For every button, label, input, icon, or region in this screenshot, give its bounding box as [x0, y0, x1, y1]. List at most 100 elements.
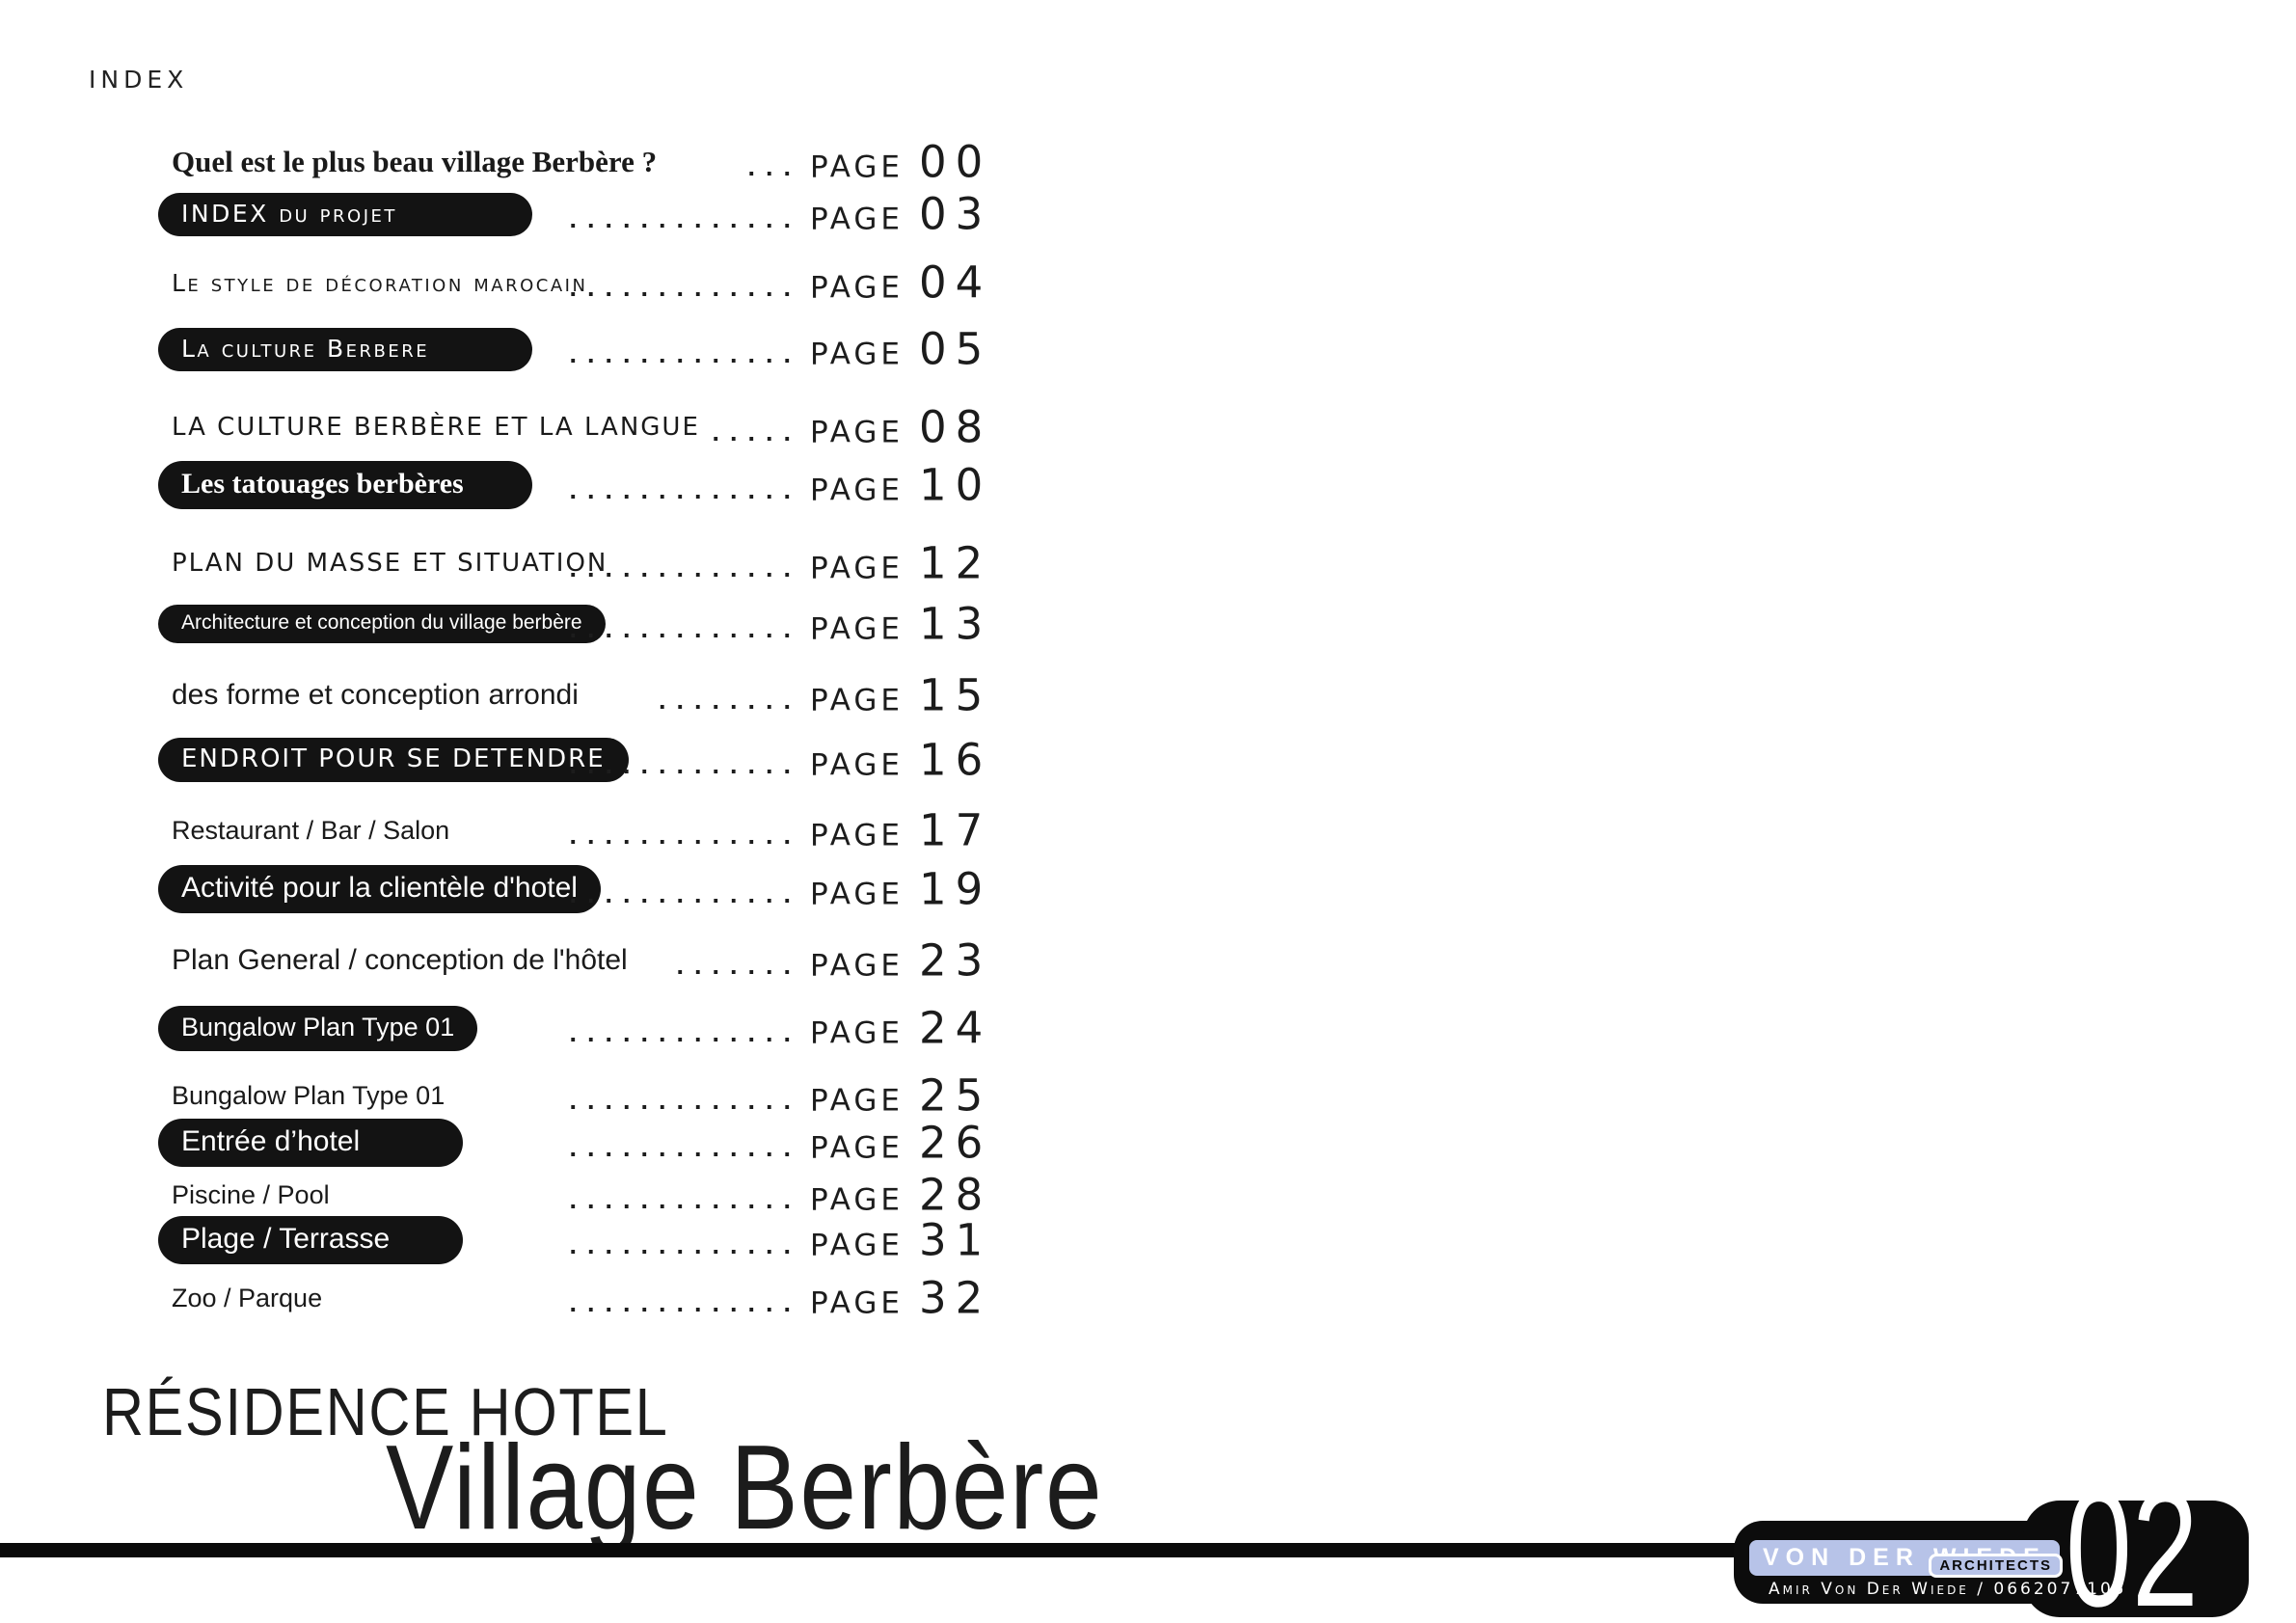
page-number: 31	[918, 1214, 992, 1266]
page-reference: PAGE 08	[810, 402, 991, 453]
toc-item-label: Piscine / Pool	[172, 1179, 330, 1209]
page-word: PAGE	[810, 337, 904, 372]
dots-leader: .............	[569, 1288, 801, 1317]
page-word: PAGE	[810, 415, 904, 450]
page-number: 05	[918, 323, 992, 375]
dots-leader: ...	[747, 152, 801, 181]
toc-row: Bungalow Plan Type 01............. PAGE 25	[0, 1069, 1041, 1122]
page-word: PAGE	[810, 818, 904, 853]
contact-line: Amir Von Der Wiede / 0662077105	[1769, 1580, 2127, 1599]
toc-item-label: Le style de décoration marocain	[172, 268, 588, 297]
toc-item-label: INDEX du projet	[158, 192, 532, 236]
page-reference: PAGE 26	[810, 1118, 991, 1169]
toc-item-label: Quel est le plus beau village Berbère ?	[172, 145, 658, 178]
page-number: 24	[918, 1002, 992, 1054]
dots-leader: .............	[569, 1185, 801, 1214]
page-reference: PAGE 00	[810, 137, 991, 188]
page-word: PAGE	[810, 551, 904, 586]
dots-leader: .............	[569, 273, 801, 302]
toc-item-label: Zoo / Parque	[172, 1283, 323, 1312]
page-reference: PAGE 28	[810, 1170, 991, 1221]
page-reference: PAGE 04	[810, 257, 991, 309]
toc-row: Plage / Terrasse............. PAGE 31	[0, 1215, 1041, 1266]
page-number: 12	[918, 537, 992, 589]
page-header-label: INDEX	[89, 66, 189, 94]
dots-leader: .............	[569, 614, 801, 643]
page-word: PAGE	[810, 683, 904, 718]
toc-item-label: Plage / Terrasse	[158, 1216, 463, 1264]
page-reference: PAGE 19	[810, 864, 991, 915]
page-word: PAGE	[810, 202, 904, 237]
page-number: 10	[918, 459, 992, 511]
toc-row: PLAN DU MASSE ET SITUATION............. P…	[0, 538, 1041, 589]
page-number: 25	[918, 1069, 992, 1122]
toc-row: LA CULTURE BERBÈRE ET LA LANGUE..... PAGE…	[0, 402, 1041, 453]
page-number: 03	[918, 188, 992, 240]
firm-logo-bar: VON DER WIEDE ARCHITECTS	[1749, 1540, 2063, 1578]
page-word: PAGE	[810, 948, 904, 984]
page-number: 26	[918, 1117, 992, 1169]
toc-item-label: Bungalow Plan Type 01	[158, 1005, 478, 1051]
toc-row: Quel est le plus beau village Berbère ?.…	[0, 137, 1041, 188]
toc-item-label: La culture Berbere	[158, 327, 532, 371]
toc-item-label: Entrée d’hotel	[158, 1119, 463, 1167]
toc-row: Plan General / conception de l'hôtel....…	[0, 935, 1041, 987]
page-reference: PAGE 03	[810, 189, 991, 240]
dots-leader: .............	[569, 1018, 801, 1047]
page-number: 28	[918, 1169, 992, 1221]
page-word: PAGE	[810, 1015, 904, 1051]
page-reference: PAGE 32	[810, 1273, 991, 1324]
dots-leader: .............	[569, 879, 801, 908]
toc-item-label: des forme et conception arrondi	[172, 679, 579, 711]
page-number: 08	[918, 401, 992, 453]
page-word: PAGE	[810, 1083, 904, 1119]
page-word: PAGE	[810, 611, 904, 647]
dots-leader: .............	[569, 475, 801, 504]
page-reference: PAGE 10	[810, 460, 991, 511]
sheet-number: 02	[2066, 1456, 2199, 1623]
page-word: PAGE	[810, 149, 904, 185]
toc-row: Architecture et conception du village be…	[0, 599, 1041, 650]
toc-row: Restaurant / Bar / Salon............. PAG…	[0, 804, 1041, 856]
toc-row: Activité pour la clientèle d'hotel......…	[0, 864, 1041, 915]
dots-leader: .............	[569, 1133, 801, 1162]
page-number: 17	[918, 804, 992, 856]
page-reference: PAGE 31	[810, 1215, 991, 1266]
dots-leader: .............	[569, 1086, 801, 1115]
toc-item-label: Les tatouages berbères	[158, 461, 532, 509]
dots-leader: .............	[569, 1231, 801, 1259]
page-word: PAGE	[810, 1130, 904, 1166]
toc-item-label: Restaurant / Bar / Salon	[172, 815, 450, 845]
page-number: 19	[918, 863, 992, 915]
toc-row: Entrée d’hotel............. PAGE 26	[0, 1118, 1041, 1169]
page-reference: PAGE 13	[810, 599, 991, 650]
dots-leader: .............	[569, 339, 801, 368]
page-number: 00	[918, 136, 992, 188]
page-reference: PAGE 24	[810, 1003, 991, 1054]
page-word: PAGE	[810, 877, 904, 912]
architects-tag: ARCHITECTS	[1929, 1554, 2063, 1578]
page-word: PAGE	[810, 1228, 904, 1263]
hotel-type-title: RÉSIDENCE HOTEL	[102, 1374, 669, 1449]
toc-row: Bungalow Plan Type 01............. PAGE 24	[0, 1003, 1041, 1054]
page-word: PAGE	[810, 1182, 904, 1218]
toc-item-label: PLAN DU MASSE ET SITUATION	[172, 549, 608, 578]
page-number: 32	[918, 1272, 992, 1324]
page-word: PAGE	[810, 747, 904, 783]
dots-leader: .............	[569, 821, 801, 850]
page-reference: PAGE 12	[810, 538, 991, 589]
toc-row: ENDROIT POUR SE DETENDRE............. PAG…	[0, 735, 1041, 786]
toc-item-label: Activité pour la clientèle d'hotel	[158, 865, 601, 913]
toc-row: Le style de décoration marocain.........…	[0, 257, 1041, 309]
page-reference: PAGE 16	[810, 735, 991, 786]
footer-rule	[0, 1543, 1861, 1557]
toc-row: Les tatouages berbères............. PAGE 1…	[0, 460, 1041, 511]
page-number: 04	[918, 257, 992, 309]
page-reference: PAGE 23	[810, 935, 991, 987]
toc-item-label: Bungalow Plan Type 01	[172, 1080, 446, 1110]
toc-row: des forme et conception arrondi........ P…	[0, 670, 1041, 721]
page-number: 13	[918, 598, 992, 650]
page-word: PAGE	[810, 1285, 904, 1321]
dots-leader: ........	[658, 686, 801, 715]
dots-leader: .......	[676, 951, 801, 980]
